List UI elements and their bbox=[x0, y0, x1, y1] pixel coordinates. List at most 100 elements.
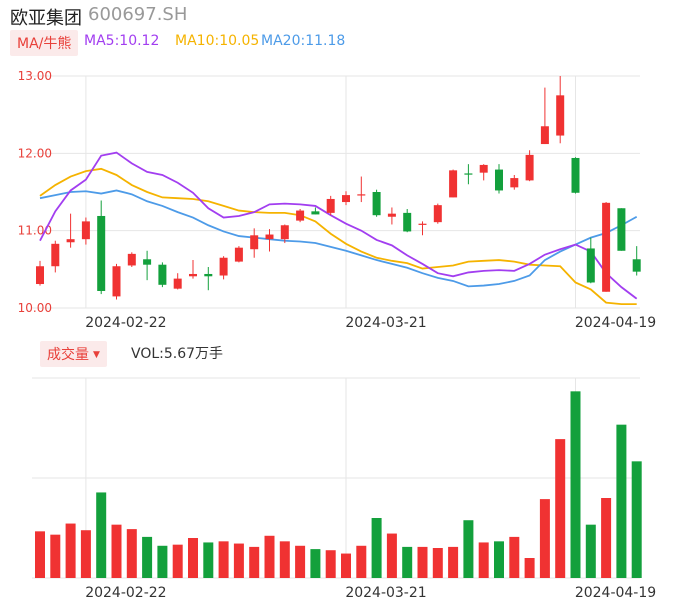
volume-bar bbox=[570, 391, 581, 578]
candle-body bbox=[571, 157, 580, 193]
candle bbox=[556, 76, 565, 144]
stock-code: 600697.SH bbox=[88, 4, 188, 25]
candle-body bbox=[357, 194, 366, 196]
candle-body bbox=[556, 95, 565, 136]
candle-body bbox=[326, 198, 335, 213]
candle bbox=[525, 150, 534, 182]
candle-body bbox=[372, 192, 381, 216]
candle-body bbox=[143, 259, 152, 265]
candle bbox=[81, 217, 90, 245]
candle-body bbox=[525, 154, 534, 181]
volume-bar bbox=[524, 558, 535, 578]
volume-bar bbox=[494, 541, 504, 578]
volume-bar bbox=[585, 524, 596, 578]
stock-name: 欧亚集团 bbox=[10, 8, 82, 29]
ma-indicator-tag[interactable]: MA/牛熊 bbox=[10, 30, 79, 56]
volume-bar bbox=[65, 523, 76, 578]
candle bbox=[234, 246, 243, 263]
candle-body bbox=[632, 259, 641, 272]
ma10-line bbox=[39, 167, 637, 306]
candle bbox=[433, 203, 442, 224]
candle bbox=[250, 228, 259, 258]
candle-body bbox=[158, 264, 167, 285]
dropdown-caret-icon: ▼ bbox=[93, 350, 100, 360]
candle-body bbox=[189, 273, 197, 277]
candle-body bbox=[234, 247, 243, 262]
volume-bar bbox=[249, 546, 260, 578]
volume-bar bbox=[35, 531, 45, 578]
ma20-line bbox=[39, 189, 638, 288]
candle-body bbox=[449, 170, 458, 198]
candle-body bbox=[433, 205, 442, 223]
volume-bar bbox=[142, 536, 153, 578]
volume-value: VOL:5.67万手 bbox=[131, 346, 224, 362]
candle bbox=[112, 263, 121, 300]
candle-body bbox=[219, 257, 228, 276]
volume-bar bbox=[172, 544, 183, 578]
volume-bar bbox=[341, 553, 351, 578]
candle-body bbox=[173, 278, 182, 289]
price-tick-label: 12.00 bbox=[18, 146, 52, 160]
volume-bar bbox=[279, 541, 290, 578]
candle bbox=[36, 260, 44, 286]
ma5-legend: MA5:10.12 bbox=[84, 33, 160, 49]
volume-bar bbox=[310, 549, 321, 578]
ma10-legend: MA10:10.05 bbox=[175, 33, 260, 49]
candle bbox=[127, 252, 136, 268]
volume-bar bbox=[371, 518, 382, 578]
candle bbox=[51, 240, 60, 273]
candle-body bbox=[602, 202, 611, 292]
volume-tag-label: 成交量 bbox=[47, 347, 89, 363]
volume-bar bbox=[126, 529, 137, 578]
candle bbox=[296, 209, 305, 223]
candle bbox=[189, 260, 197, 279]
candle-body bbox=[265, 234, 274, 240]
volume-date-tick-label: 2024-02-22 bbox=[85, 585, 166, 601]
volume-bar bbox=[539, 499, 550, 578]
candle bbox=[449, 169, 458, 198]
candle bbox=[403, 209, 412, 233]
candle bbox=[219, 256, 228, 280]
volume-bar bbox=[203, 542, 214, 578]
candle bbox=[265, 229, 274, 252]
date-tick-label: 2024-03-21 bbox=[345, 315, 426, 331]
candle-body bbox=[510, 178, 519, 188]
candle-body bbox=[342, 195, 350, 203]
candle bbox=[158, 262, 167, 288]
candle-body bbox=[204, 273, 213, 277]
volume-bar bbox=[80, 530, 91, 578]
volume-bar bbox=[448, 546, 459, 578]
volume-bar bbox=[463, 520, 474, 578]
candle bbox=[326, 195, 335, 216]
volume-bar bbox=[509, 536, 520, 578]
candle-body bbox=[418, 223, 427, 225]
candle bbox=[464, 164, 473, 185]
candle bbox=[173, 273, 182, 290]
volume-date-tick-label: 2024-04-19 bbox=[575, 585, 656, 601]
candle-body bbox=[464, 173, 473, 175]
volume-bar bbox=[264, 535, 275, 578]
volume-indicator-tag[interactable]: 成交量 ▼ bbox=[40, 341, 107, 367]
candle-body bbox=[51, 243, 60, 267]
volume-bar bbox=[96, 492, 107, 578]
candle-body bbox=[36, 266, 44, 285]
volume-bar bbox=[402, 546, 413, 578]
volume-bar bbox=[616, 424, 627, 578]
volume-bar bbox=[417, 546, 428, 578]
volume-bar bbox=[50, 534, 61, 578]
candle-body bbox=[280, 225, 289, 240]
volume-bar bbox=[188, 538, 198, 578]
candle bbox=[143, 250, 152, 281]
candle-body bbox=[97, 215, 106, 291]
candle bbox=[387, 207, 396, 225]
candle bbox=[495, 164, 503, 194]
candle bbox=[311, 207, 320, 215]
candle-body bbox=[387, 213, 396, 217]
candle bbox=[540, 87, 549, 145]
candle-body bbox=[586, 248, 595, 283]
price-tick-label: 10.00 bbox=[18, 301, 52, 315]
candle-body bbox=[495, 169, 503, 191]
candle-body bbox=[66, 239, 75, 243]
candle-body bbox=[250, 235, 259, 250]
